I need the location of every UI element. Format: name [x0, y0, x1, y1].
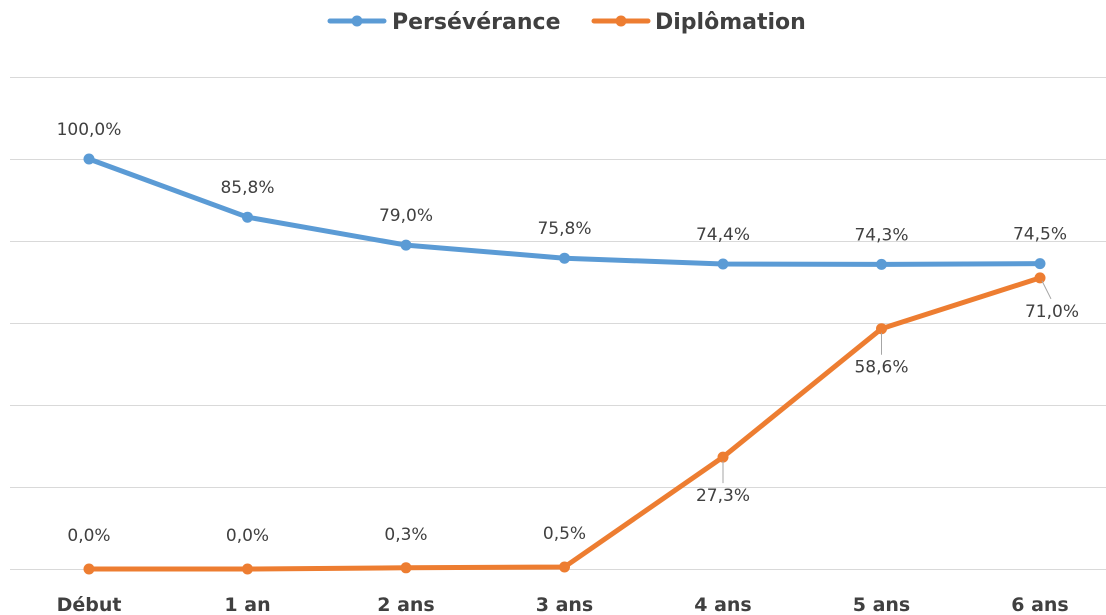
data-label: 74,5% — [1013, 225, 1067, 245]
x-tick-label: Début — [57, 594, 122, 615]
data-label: 27,3% — [696, 486, 750, 506]
data-point — [559, 561, 570, 573]
data-label: 85,8% — [220, 178, 274, 198]
data-point — [876, 258, 887, 270]
data-labels: 100,0% 85,8% 79,0% 75,8% 74,4% 74,3% 74,5% 0,0%… — [57, 120, 1079, 546]
x-tick-label: 2 ans — [377, 594, 435, 615]
data-label: 0,5% — [543, 524, 586, 544]
x-axis-tick-labels: Début 1 an 2 ans 3 ans 4 ans 5 ans 6 ans — [57, 594, 1069, 615]
legend-marker-perseverance — [351, 15, 363, 27]
legend: Persévérance Diplômation — [327, 10, 806, 35]
x-tick-label: 1 an — [224, 594, 270, 615]
x-tick-label: 3 ans — [536, 594, 594, 615]
data-point — [400, 562, 412, 574]
data-point — [83, 153, 95, 165]
legend-label-perseverance: Persévérance — [392, 10, 561, 35]
data-point — [242, 211, 253, 223]
data-point — [717, 451, 729, 463]
data-point — [83, 563, 95, 575]
data-label: 74,3% — [854, 225, 908, 245]
series — [83, 153, 1046, 575]
leader-line — [1041, 280, 1052, 300]
data-point — [717, 258, 729, 270]
data-point — [400, 239, 412, 251]
gridlines — [10, 77, 1106, 570]
data-label: 100,0% — [57, 120, 122, 140]
data-point — [559, 252, 570, 264]
legend-label-diplomation: Diplômation — [655, 10, 806, 35]
data-label: 0,3% — [384, 525, 427, 545]
data-label: 58,6% — [854, 358, 908, 378]
legend-item-perseverance: Persévérance — [327, 10, 561, 35]
legend-marker-diplomation — [615, 15, 627, 27]
x-tick-label: 4 ans — [694, 594, 752, 615]
data-label: 79,0% — [379, 206, 433, 226]
data-label: 0,0% — [226, 526, 269, 546]
data-point — [242, 563, 253, 575]
series-line — [86, 156, 1043, 267]
data-label: 0,0% — [67, 526, 110, 546]
legend-item-diplomation: Diplômation — [591, 10, 806, 35]
data-label: 74,4% — [696, 225, 750, 245]
data-point — [876, 323, 887, 335]
data-label: 75,8% — [537, 219, 591, 239]
data-point — [1034, 272, 1046, 284]
data-label: 71,0% — [1025, 302, 1079, 322]
x-tick-label: 5 ans — [853, 594, 911, 615]
x-tick-label: 6 ans — [1011, 594, 1069, 615]
data-point — [1034, 258, 1046, 270]
